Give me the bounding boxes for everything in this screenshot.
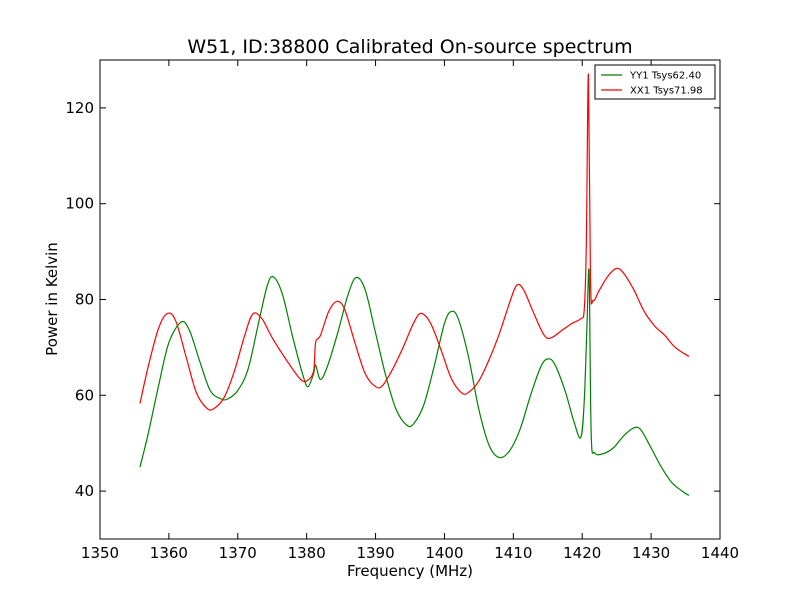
series-line-xx1 (139, 73, 690, 411)
x-tick-label: 1380 (288, 544, 326, 562)
y-tick-label: 80 (75, 291, 94, 309)
y-axis-label: Power in Kelvin (43, 242, 61, 356)
x-tick-label: 1440 (701, 544, 739, 562)
plot-frame (99, 59, 721, 540)
y-tick-label: 60 (75, 386, 94, 404)
series-line-yy1 (139, 268, 690, 496)
x-axis-label: Frequency (MHz) (347, 562, 473, 580)
y-tick-label: 100 (65, 195, 94, 213)
chart-title: W51, ID:38800 Calibrated On-source spect… (187, 36, 632, 58)
series-layer (139, 73, 690, 496)
x-tick-label: 1410 (494, 544, 532, 562)
legend-label-xx1: XX1 Tsys71.98 (630, 86, 703, 97)
plot-background (100, 60, 720, 539)
y-tick-label: 40 (75, 482, 94, 500)
x-tick-label: 1390 (356, 544, 394, 562)
x-tick-label: 1400 (425, 544, 463, 562)
x-tick-label: 1360 (150, 544, 188, 562)
x-tick-label: 1350 (81, 544, 119, 562)
legend-box (594, 64, 716, 100)
x-tick-label: 1420 (563, 544, 601, 562)
legend: YY1 Tsys62.40 XX1 Tsys71.98 (594, 64, 716, 100)
plot-area (100, 60, 720, 539)
x-tick-label: 1370 (219, 544, 257, 562)
y-tick-label: 120 (65, 99, 94, 117)
legend-label-yy1: YY1 Tsys62.40 (629, 71, 701, 82)
ticks-layer: 1350 1360 1370 1380 1390 1400 1410 1420 1430 1440… (65, 60, 739, 562)
x-tick-label: 1430 (632, 544, 670, 562)
